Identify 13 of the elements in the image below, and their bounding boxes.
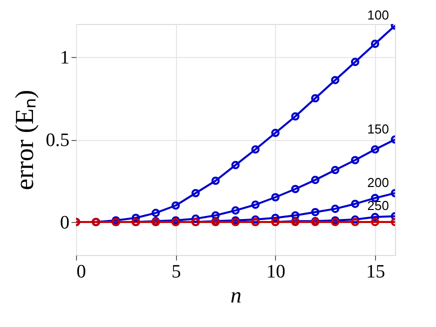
y-tick-label: 0 [60, 212, 70, 234]
series-label: 200 [367, 175, 389, 190]
series-label: 250 [367, 198, 389, 214]
series-label: 100 [367, 8, 389, 23]
y-tick-label: 0.5 [46, 130, 70, 151]
x-tick-label: 15 [366, 262, 386, 282]
x-axis-title: n [230, 282, 242, 308]
x-tick-label: 10 [266, 262, 286, 282]
series-label: 150 [367, 122, 389, 136]
x-tick-label: 5 [171, 262, 181, 282]
y-axis-title: error (Eₙ) [10, 90, 39, 190]
y-tick-label: 1 [60, 48, 70, 68]
x-tick-label: 0 [76, 262, 86, 282]
